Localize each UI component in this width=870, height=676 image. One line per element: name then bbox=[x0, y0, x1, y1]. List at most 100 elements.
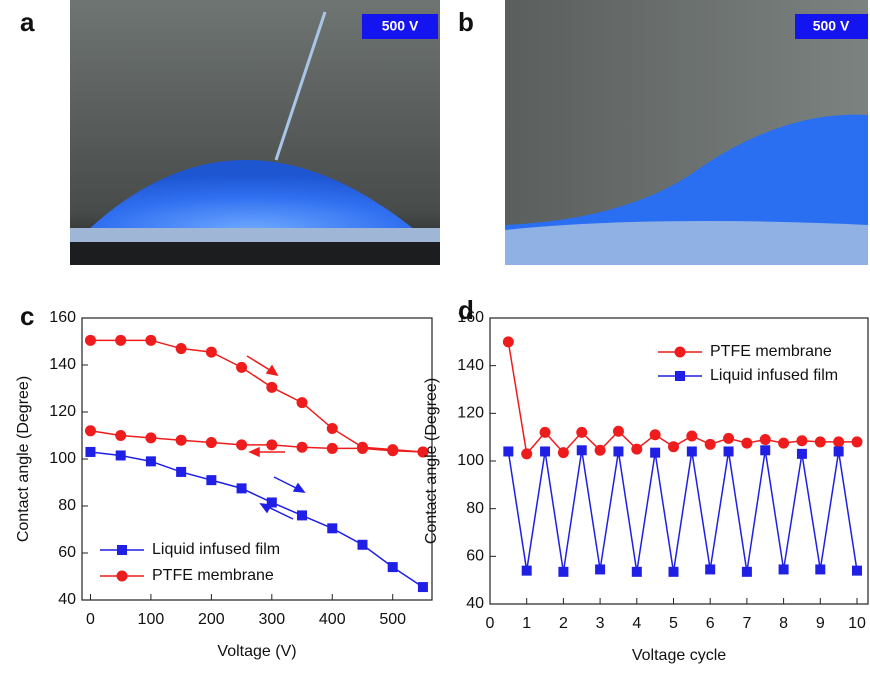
point bbox=[417, 582, 428, 593]
point bbox=[115, 450, 126, 461]
point bbox=[145, 334, 157, 346]
series-line bbox=[90, 339, 423, 453]
point bbox=[84, 334, 96, 346]
point bbox=[175, 434, 187, 446]
point bbox=[84, 425, 96, 437]
y-tick-label: 40 bbox=[466, 595, 484, 612]
point bbox=[176, 466, 187, 477]
point bbox=[236, 439, 248, 451]
y-tick-label: 60 bbox=[58, 544, 76, 561]
y-tick-label: 100 bbox=[457, 452, 484, 469]
point bbox=[595, 564, 606, 575]
point bbox=[297, 510, 308, 521]
badge-bg bbox=[362, 14, 438, 39]
x-tick-label: 200 bbox=[198, 611, 225, 628]
y-tick-label: 160 bbox=[457, 309, 484, 326]
point bbox=[503, 446, 514, 457]
point bbox=[851, 436, 863, 448]
point bbox=[741, 437, 753, 449]
point bbox=[796, 448, 807, 459]
photo-b bbox=[505, 0, 868, 277]
point bbox=[175, 343, 187, 355]
point bbox=[521, 448, 533, 460]
legend-marker bbox=[674, 346, 686, 358]
x-tick-label: 0 bbox=[486, 615, 495, 632]
point bbox=[705, 564, 716, 575]
point bbox=[327, 523, 338, 534]
point bbox=[266, 439, 278, 451]
point bbox=[778, 564, 789, 575]
arrow bbox=[246, 355, 285, 458]
point bbox=[296, 441, 308, 453]
point bbox=[205, 437, 217, 449]
y-axis-title: Contact angle (Degree) bbox=[15, 376, 32, 542]
point bbox=[540, 446, 551, 457]
point bbox=[558, 566, 569, 577]
point bbox=[631, 566, 642, 577]
point bbox=[145, 456, 156, 467]
x-tick-label: 7 bbox=[742, 615, 751, 632]
point bbox=[741, 566, 752, 577]
y-tick-label: 100 bbox=[49, 450, 76, 467]
point bbox=[206, 475, 217, 486]
y-tick-label: 60 bbox=[466, 548, 484, 565]
point bbox=[833, 436, 845, 448]
panel-label: d bbox=[458, 295, 474, 325]
point bbox=[778, 437, 790, 449]
point bbox=[613, 446, 624, 457]
point bbox=[833, 446, 844, 457]
point bbox=[631, 443, 643, 455]
x-tick-label: 5 bbox=[669, 615, 678, 632]
x-axis-title: Voltage cycle bbox=[632, 647, 726, 664]
legend-marker bbox=[675, 371, 685, 381]
point bbox=[723, 432, 735, 444]
point bbox=[557, 447, 569, 459]
point bbox=[115, 430, 127, 441]
legend-marker bbox=[116, 570, 128, 582]
point bbox=[760, 445, 771, 456]
point bbox=[387, 562, 398, 573]
point bbox=[539, 426, 551, 438]
y-axis-title: Contact angle (Degree) bbox=[423, 378, 440, 544]
x-tick-label: 0 bbox=[86, 611, 95, 628]
x-tick-label: 100 bbox=[138, 611, 165, 628]
point bbox=[814, 436, 826, 448]
point bbox=[115, 334, 127, 346]
point bbox=[85, 446, 96, 457]
point bbox=[668, 566, 679, 577]
point bbox=[576, 426, 588, 438]
x-tick-label: 4 bbox=[632, 615, 641, 632]
series-line bbox=[90, 451, 424, 588]
panel-label: b bbox=[458, 7, 474, 37]
x-axis-title: Voltage (V) bbox=[217, 643, 296, 660]
y-tick-label: 40 bbox=[58, 591, 76, 608]
x-tick-label: 400 bbox=[319, 611, 346, 628]
point bbox=[815, 564, 826, 575]
panel-label: c bbox=[20, 301, 34, 331]
x-tick-label: 6 bbox=[706, 615, 715, 632]
point bbox=[502, 336, 514, 348]
panel-label: a bbox=[20, 7, 35, 37]
y-tick-label: 120 bbox=[49, 403, 76, 420]
point bbox=[649, 429, 661, 441]
legend-label: PTFE membrane bbox=[710, 343, 832, 360]
point bbox=[723, 446, 734, 457]
point bbox=[650, 447, 661, 458]
legend-label: PTFE membrane bbox=[152, 567, 274, 584]
y-tick-label: 120 bbox=[457, 405, 484, 422]
point bbox=[357, 539, 368, 550]
point bbox=[686, 430, 698, 442]
point bbox=[296, 397, 308, 409]
point bbox=[759, 434, 771, 446]
y-tick-label: 80 bbox=[466, 500, 484, 517]
x-tick-label: 8 bbox=[779, 615, 788, 632]
point bbox=[326, 422, 338, 434]
x-tick-label: 3 bbox=[596, 615, 605, 632]
point bbox=[686, 446, 697, 457]
point bbox=[326, 442, 338, 454]
y-tick-label: 160 bbox=[49, 309, 76, 326]
legend-marker bbox=[117, 545, 127, 555]
point bbox=[704, 438, 716, 450]
point bbox=[145, 432, 157, 444]
